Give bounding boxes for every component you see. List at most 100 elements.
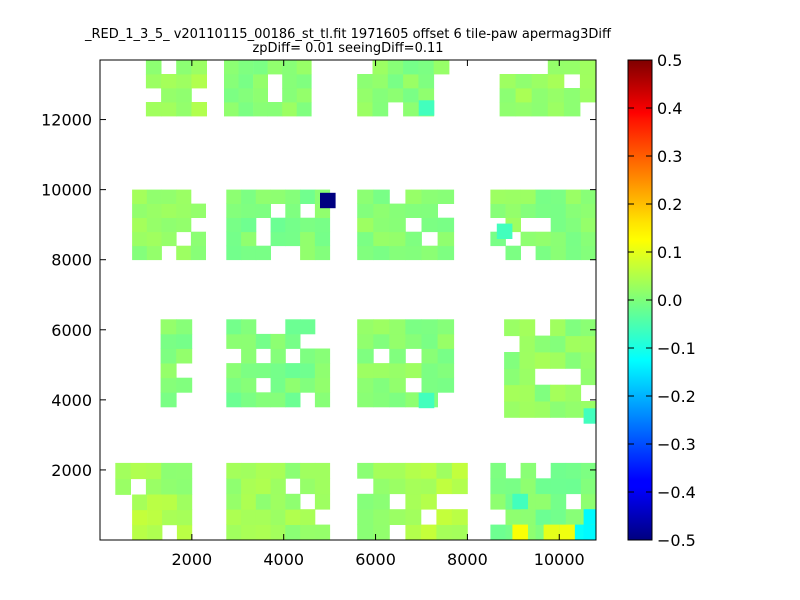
heatmap-cell [226, 392, 242, 408]
heatmap-cell [176, 60, 192, 75]
x-axis: 2000 4000 6000 8000 10000 [171, 60, 585, 569]
colorbar-axis: 0.5 0.4 0.3 0.2 0.1 0.0 −0.1 −0.2 −0.3 −0.4 −0.5 [628, 51, 696, 550]
heatmap-cell [267, 102, 283, 117]
heatmap-cell [565, 384, 582, 402]
heatmap-cell [550, 203, 567, 218]
y-tick-label: 10000 [41, 181, 92, 200]
heatmap-cell [373, 333, 390, 349]
heatmap-cell [403, 74, 419, 89]
heatmap-cell [387, 74, 404, 89]
heatmap-cell [389, 509, 406, 525]
heatmap-cell [550, 189, 567, 204]
heatmap-cell [520, 509, 537, 525]
y-tick-label: 6000 [51, 321, 92, 340]
heatmap-cell [499, 74, 517, 89]
heatmap-cell [421, 245, 438, 261]
heatmap-cell [224, 60, 239, 75]
heatmap-cell-outlier [320, 192, 336, 209]
heatmap-cell [515, 88, 533, 103]
heatmap-cell [267, 60, 283, 75]
heatmap-cell [421, 217, 438, 233]
heatmap-cell [314, 392, 331, 408]
heatmap-cell [176, 203, 192, 218]
heatmap-cell [314, 245, 331, 261]
heatmap-cell [534, 384, 551, 402]
heatmap-cell [160, 392, 177, 408]
colorbar-tick-label: 0.0 [657, 291, 682, 310]
heatmap-cell [226, 524, 242, 540]
heatmap-cell [387, 60, 404, 75]
heatmap-cell [550, 319, 566, 337]
heatmap-cell [226, 333, 242, 349]
heatmap-cell [357, 363, 374, 379]
heatmap-cell [504, 368, 520, 386]
heatmap-cell [255, 203, 271, 218]
heatmap-cell [161, 189, 177, 204]
heatmap-cell [437, 231, 455, 247]
heatmap-cell [241, 245, 257, 261]
heatmap-cell [373, 245, 390, 261]
heatmap-cell [373, 231, 390, 247]
heatmap-cell [389, 333, 406, 349]
heatmap-cell [296, 74, 312, 89]
heatmap-cell [270, 493, 286, 510]
heatmap-cell [241, 319, 257, 335]
heatmap-cell [531, 88, 549, 103]
heatmap-cell [161, 74, 177, 89]
heatmap-cell [420, 462, 437, 479]
heatmap-cell [224, 88, 239, 103]
colorbar-tick-label: 0.4 [657, 99, 682, 118]
colorbar-tick-label: 0.3 [657, 147, 682, 166]
heatmap-cell [160, 377, 177, 393]
heatmap-cell [190, 203, 206, 218]
heatmap-cell [314, 377, 331, 393]
heatmap-cell [300, 363, 316, 379]
heatmap-cell [132, 203, 148, 218]
heatmap-cell [241, 377, 257, 393]
heatmap-cell-outlier [583, 509, 596, 525]
heatmap-cell [146, 231, 162, 247]
heatmap-cell [405, 333, 422, 349]
heatmap-cell [314, 478, 331, 495]
heatmap-cell [357, 217, 374, 233]
heatmap-cell [490, 524, 506, 540]
heatmap-cell [226, 319, 242, 335]
heatmap-cell [389, 217, 406, 233]
heatmap-cell [147, 524, 163, 540]
heatmap-cell [314, 462, 331, 479]
heatmap-cell [580, 245, 596, 261]
heatmap-cell [255, 493, 271, 510]
heatmap-cell [285, 217, 301, 233]
heatmap-cell [535, 231, 552, 247]
heatmap-cell [161, 478, 177, 495]
heatmap-cell [357, 392, 374, 408]
heatmap-cell [389, 231, 406, 247]
heatmap-cell [191, 74, 207, 89]
heatmap-cell [285, 203, 301, 218]
heatmap-cell [373, 524, 390, 540]
heatmap-cell [373, 392, 390, 408]
heatmap-cell [132, 524, 148, 540]
heatmap-cell [314, 524, 331, 540]
heatmap-cell [550, 335, 566, 353]
heatmap-cell [505, 203, 521, 218]
heatmap-cell [270, 333, 286, 349]
heatmap-cell [238, 60, 254, 75]
heatmap-cell [372, 74, 389, 89]
colorbar-tick-label: 0.1 [657, 243, 682, 262]
heatmap-cell [420, 493, 437, 510]
heatmap-cell [241, 348, 257, 364]
colorbar-tick-label: −0.4 [657, 483, 696, 502]
heatmap-cell [520, 231, 537, 247]
heatmap-cell [357, 189, 374, 204]
heatmap-cell [300, 189, 316, 204]
heatmap-cell [405, 245, 422, 261]
colorbar-tick-label: −0.1 [657, 339, 696, 358]
heatmap-cell [534, 335, 551, 353]
heatmap-cell [357, 348, 374, 364]
heatmap-cell [373, 217, 390, 233]
heatmap-cell [436, 509, 453, 525]
heatmap-cell [145, 74, 162, 89]
heatmap-cell [296, 60, 312, 75]
heatmap-cell [226, 189, 242, 204]
